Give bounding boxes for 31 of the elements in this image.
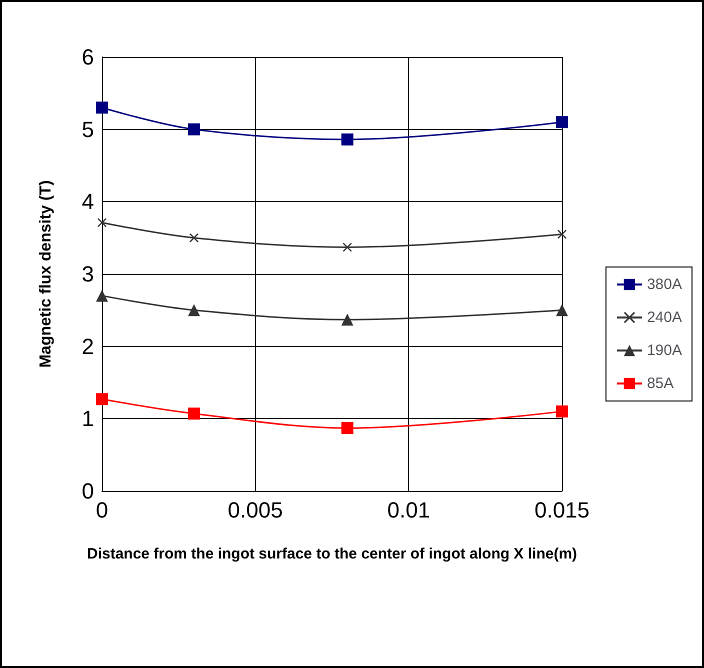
x-axis-title: Distance from the ingot surface to the center of ingot along X line(m) [86, 546, 578, 562]
point [341, 422, 354, 434]
y-tick-label: 3 [82, 262, 94, 286]
legend-label: 190A [646, 342, 682, 359]
y-axis-title: Magnetic flux density (T) [38, 180, 54, 368]
point [96, 393, 108, 406]
point [556, 304, 568, 316]
point [556, 405, 568, 418]
point [188, 408, 200, 420]
x-tick-label: 0.01 [387, 498, 430, 522]
x-tick-label: 0.015 [534, 498, 590, 522]
y-tick-label: 6 [82, 44, 94, 70]
point [341, 314, 354, 326]
y-tick-label: 2 [82, 334, 94, 359]
y-tick-label: 4 [82, 189, 94, 214]
y-tick-label: 5 [82, 116, 94, 142]
point [190, 233, 198, 242]
point [188, 304, 200, 316]
point [98, 218, 106, 228]
point [556, 116, 568, 128]
y-tick-label: 0 [82, 478, 94, 504]
legend-label: 85A [646, 375, 674, 392]
point [96, 102, 108, 114]
legend-label: 380A [646, 276, 682, 293]
point [188, 123, 200, 136]
point [341, 133, 354, 146]
y-tick-label: 1 [82, 406, 94, 432]
x-tick-label: 0.005 [228, 498, 283, 522]
point [96, 290, 108, 302]
legend-label: 240A [646, 309, 682, 326]
point [558, 230, 566, 239]
